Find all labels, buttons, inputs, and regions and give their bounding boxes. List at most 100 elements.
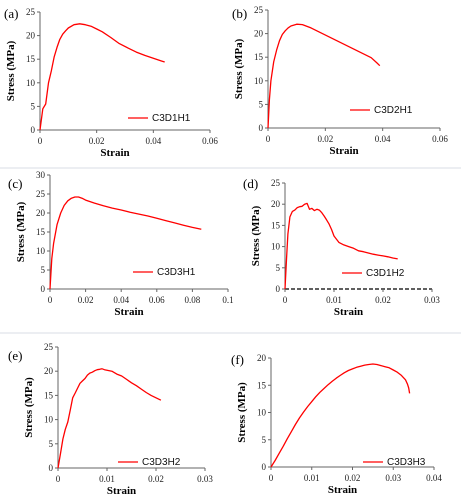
- x-axis-label: Strain: [329, 145, 358, 157]
- x-tick-label: 0.02: [148, 474, 164, 484]
- y-axis-label: Stress (MPa): [15, 201, 27, 262]
- panel-b: (b) 0 5 10 15 20 25 0 0.02 0.04 0.06 Strain Stress (…: [232, 5, 448, 157]
- y-tick-label: 10: [36, 246, 46, 256]
- panel-label: (c): [8, 176, 22, 191]
- x-tick-label: 0.02: [345, 473, 361, 483]
- y-tick-label: 15: [254, 52, 264, 62]
- y-tick-label: 10: [26, 78, 36, 88]
- x-tick-label: 0.01: [304, 473, 320, 483]
- x-tick-label: 0.08: [185, 295, 201, 305]
- y-tick-label: 15: [271, 220, 281, 230]
- y-tick-label: 20: [254, 29, 264, 39]
- series-line-C3D3H1: [49, 196, 202, 290]
- y-tick-label: 5: [41, 265, 46, 275]
- x-axis-label: Strain: [328, 484, 357, 496]
- series-line-C3D2H1: [267, 23, 381, 129]
- series-line-C3D1H1: [39, 23, 165, 131]
- y-tick-label: 25: [26, 7, 36, 17]
- y-tick-label: 0: [262, 462, 267, 472]
- panel-label: (a): [4, 6, 18, 21]
- y-axis-label: Stress (MPa): [250, 205, 262, 266]
- panel-label: (e): [8, 348, 22, 363]
- y-axis-label: Stress (MPa): [5, 40, 17, 101]
- y-axis-label: Stress (MPa): [23, 377, 35, 438]
- x-tick-label: 0.04: [145, 136, 161, 146]
- y-tick-label: 15: [26, 54, 36, 64]
- y-axis-label: Stress (MPa): [233, 38, 245, 99]
- y-tick-label: 25: [44, 342, 54, 352]
- y-tick-label: 10: [271, 242, 281, 252]
- y-tick-label: 0: [276, 284, 281, 294]
- y-tick-label: 10: [257, 408, 267, 418]
- x-tick-label: 0: [56, 474, 61, 484]
- y-tick-label: 25: [271, 178, 281, 188]
- x-tick-label: 0.06: [149, 295, 165, 305]
- x-tick-label: 0.1: [222, 295, 233, 305]
- x-tick-label: 0: [48, 295, 53, 305]
- x-tick-label: 0.03: [424, 295, 440, 305]
- legend: C3D3H2: [118, 457, 181, 468]
- legend: C3D3H1: [133, 267, 196, 278]
- panel-label: (d): [243, 176, 258, 191]
- x-tick-label: 0: [38, 136, 43, 146]
- x-tick-label: 0.02: [317, 134, 333, 144]
- y-tick-label: 25: [254, 5, 264, 15]
- legend-label: C3D3H2: [142, 457, 181, 468]
- x-tick-label: 0.03: [197, 474, 213, 484]
- y-tick-label: 30: [36, 170, 46, 180]
- x-tick-label: 0: [283, 295, 288, 305]
- y-tick-label: 20: [44, 366, 54, 376]
- legend: C3D1H2: [342, 268, 405, 279]
- legend: C3D3H3: [363, 457, 426, 468]
- legend-label: C3D3H1: [157, 267, 196, 278]
- panel-f: (f) 0 5 10 15 20 0 0.01 0.02 0.03 0.04 Strain Stress…: [231, 352, 442, 496]
- x-tick-label: 0.02: [375, 295, 391, 305]
- x-tick-label: 0.03: [385, 473, 401, 483]
- x-tick-label: 0.06: [432, 134, 448, 144]
- panel-e: (e) 0 5 10 15 20 25 0 0.01 0.02 0.03 Strain Stress (…: [8, 342, 213, 497]
- legend-label: C3D1H2: [366, 268, 405, 279]
- y-tick-label: 25: [36, 189, 46, 199]
- x-axis-label: Strain: [100, 147, 129, 159]
- x-tick-label: 0.02: [78, 295, 94, 305]
- y-tick-label: 10: [254, 76, 264, 86]
- legend-label: C3D3H3: [387, 457, 426, 468]
- y-tick-label: 5: [259, 99, 264, 109]
- y-tick-label: 20: [271, 199, 281, 209]
- legend-label: C3D1H1: [152, 113, 191, 124]
- x-tick-label: 0: [269, 473, 274, 483]
- x-tick-label: 0.01: [326, 295, 342, 305]
- y-tick-label: 15: [257, 380, 267, 390]
- y-tick-label: 20: [257, 353, 267, 363]
- legend: C3D1H1: [128, 113, 191, 124]
- series-line-C3D3H3: [270, 363, 411, 468]
- y-tick-label: 10: [44, 415, 54, 425]
- panel-label: (f): [231, 352, 244, 367]
- y-tick-label: 15: [36, 227, 46, 237]
- y-tick-label: 0: [31, 125, 36, 135]
- x-tick-label: 0.02: [89, 136, 105, 146]
- y-tick-label: 5: [262, 435, 267, 445]
- y-tick-label: 0: [259, 123, 264, 133]
- x-axis-label: Strain: [107, 485, 136, 497]
- y-tick-label: 5: [276, 263, 281, 273]
- panel-c: (c) 0 5 10 15 20 25 30 0 0.02 0.04 0.06 0.08 0.1 Strai…: [8, 170, 234, 318]
- y-tick-label: 5: [49, 439, 54, 449]
- x-tick-label: 0.06: [202, 136, 218, 146]
- y-tick-label: 5: [31, 101, 36, 111]
- x-tick-label: 0: [266, 134, 271, 144]
- y-tick-label: 20: [26, 31, 36, 41]
- y-axis-label: Stress (MPa): [236, 382, 248, 443]
- y-tick-label: 0: [41, 284, 46, 294]
- y-tick-label: 0: [49, 463, 54, 473]
- y-tick-label: 15: [44, 390, 54, 400]
- x-axis-label: Strain: [334, 306, 363, 318]
- series-line-C3D1H2: [284, 202, 398, 290]
- series-line-C3D3H2: [57, 368, 162, 469]
- x-axis-label: Strain: [114, 306, 143, 318]
- x-tick-label: 0.04: [426, 473, 442, 483]
- panel-label: (b): [232, 6, 247, 21]
- y-tick-label: 20: [36, 208, 46, 218]
- panel-a: (a) 0 5 10 15 20 25 0 0.02 0.04 0.06 Strain Stress (…: [4, 6, 218, 159]
